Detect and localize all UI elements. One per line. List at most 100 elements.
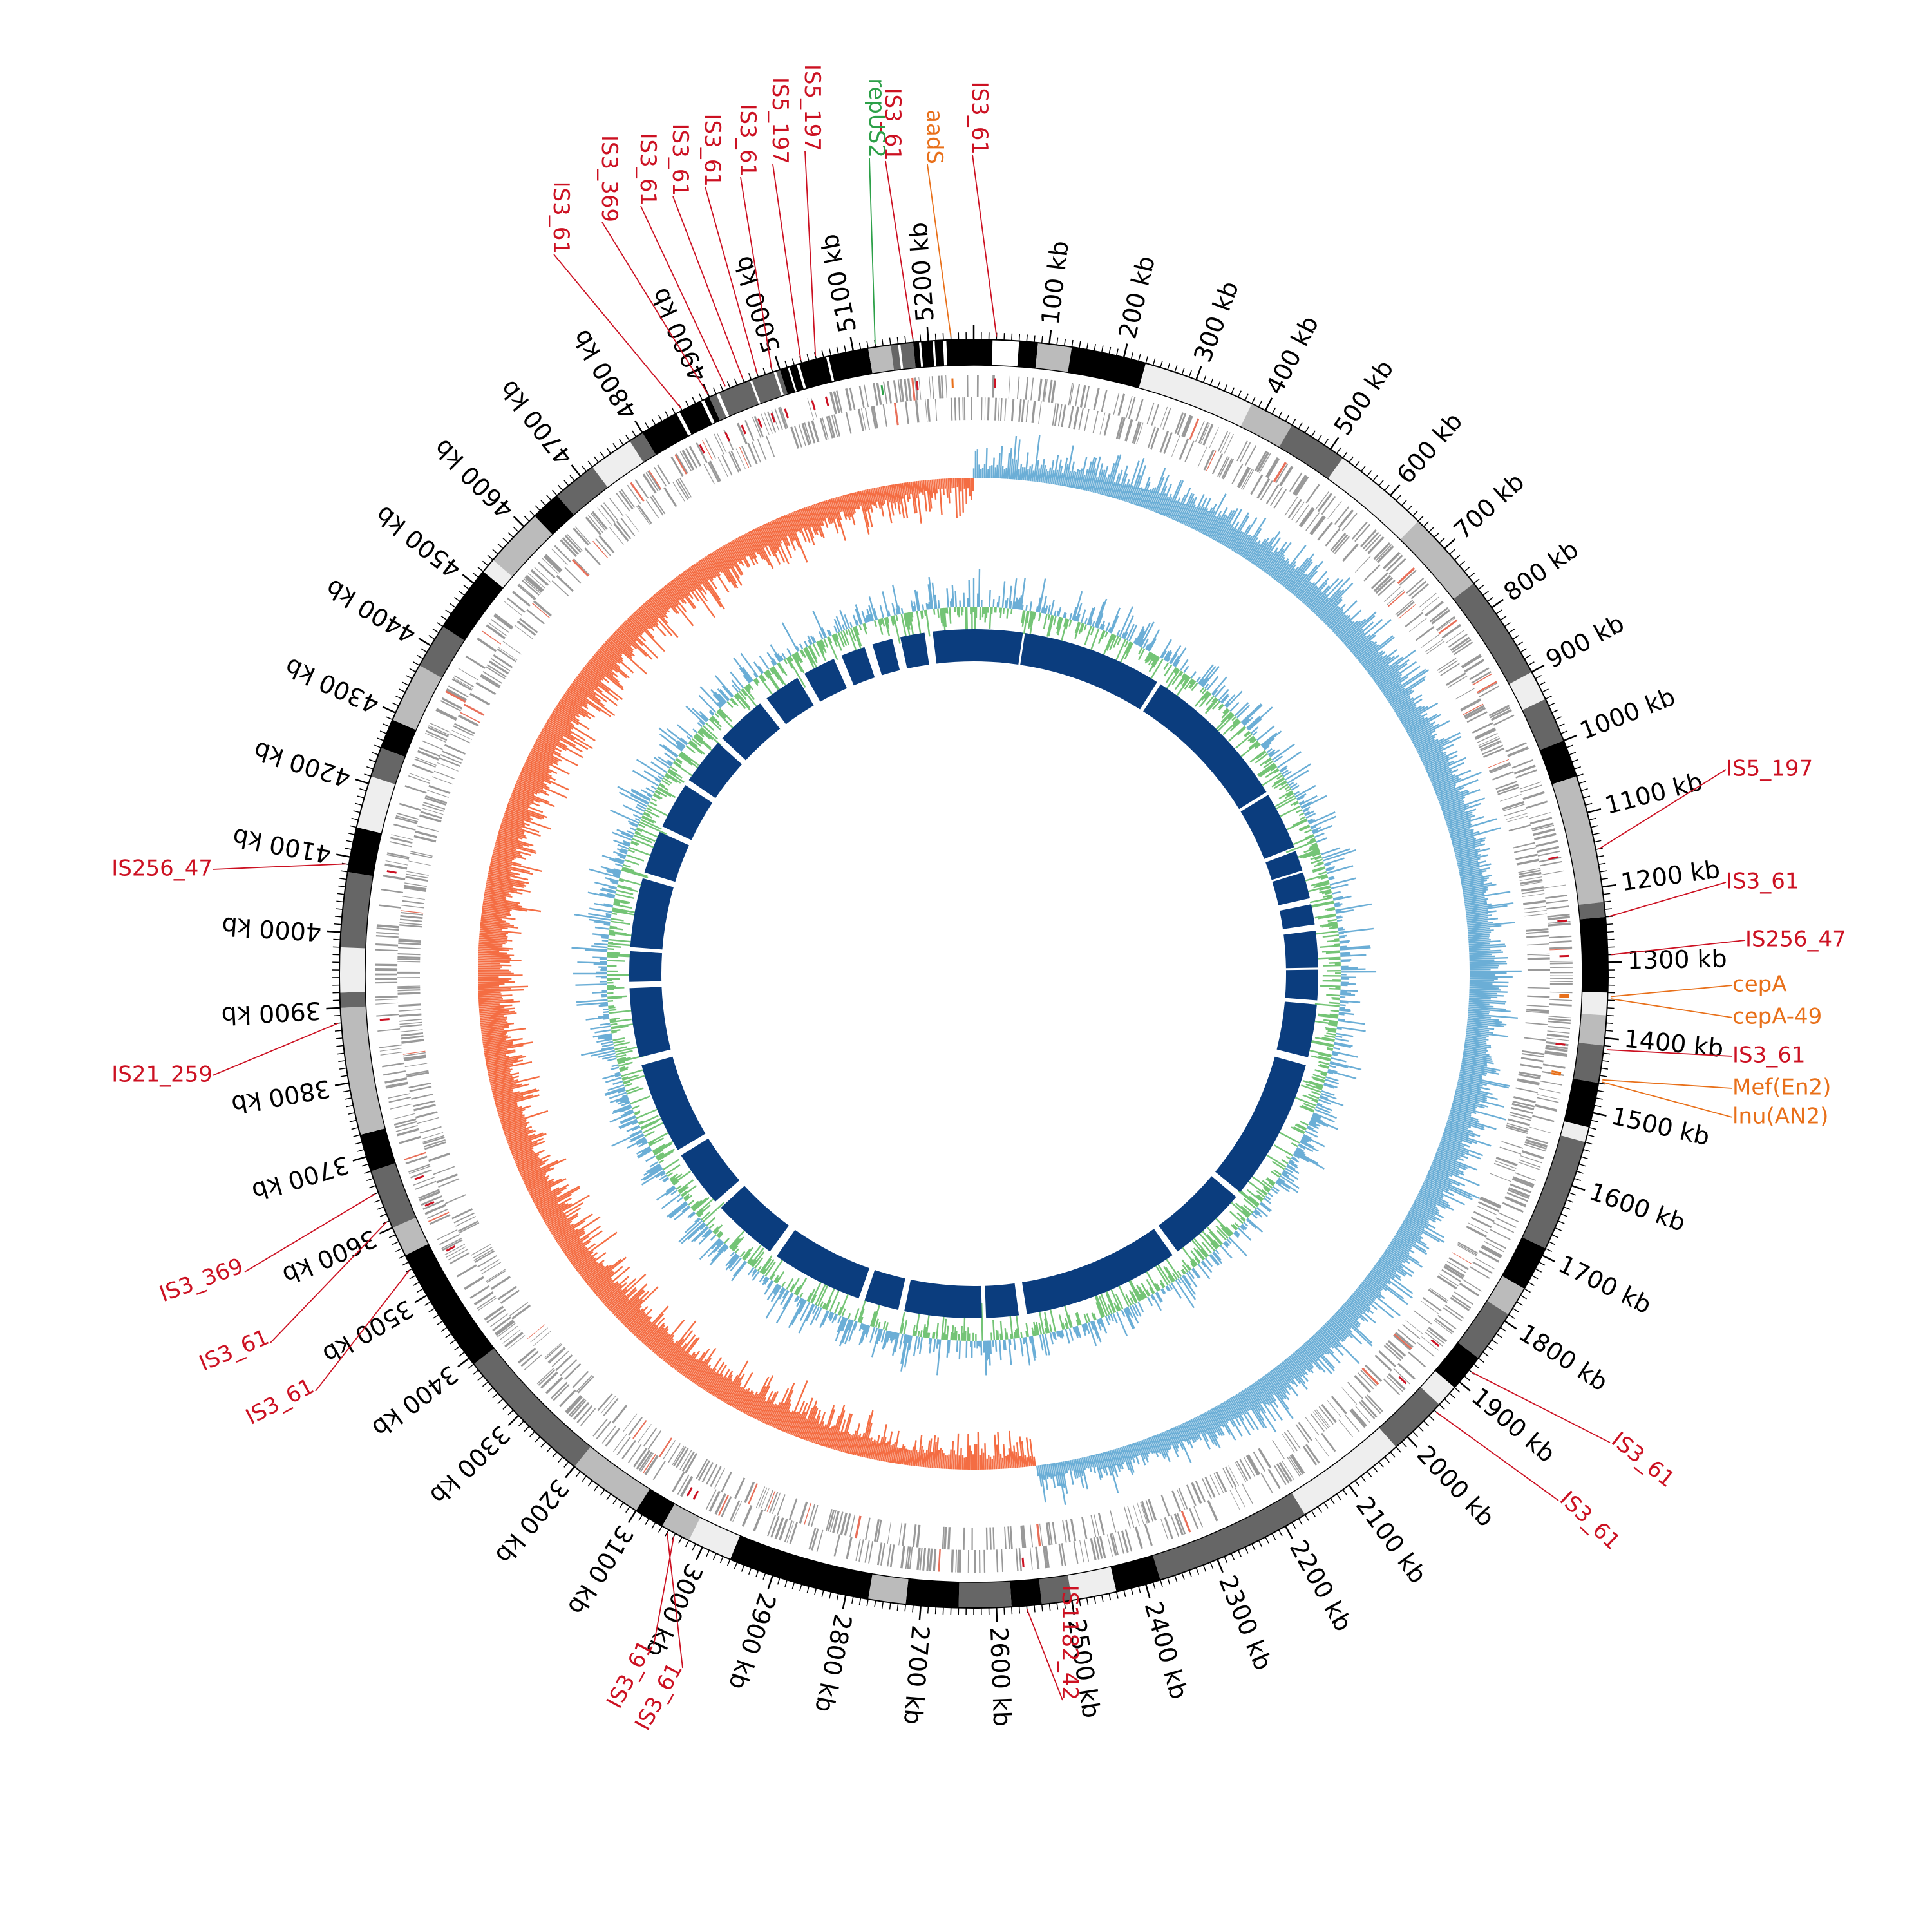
gc-content-bar [1009, 601, 1012, 609]
cds-feature [1341, 513, 1358, 531]
gc-skew-bar [1069, 1460, 1074, 1471]
gc-skew-bar [1462, 1057, 1494, 1065]
gc-content-bar [1260, 732, 1278, 746]
minor-tick [1195, 1567, 1200, 1575]
gc-skew-bar [1450, 1111, 1479, 1121]
gc-skew-bar [1166, 1430, 1179, 1457]
cds-feature [450, 733, 471, 744]
gc-skew-bar [639, 607, 667, 637]
gc-content-bar [795, 1284, 802, 1296]
gc-skew-bar [1089, 468, 1097, 492]
gc-skew-bar [958, 478, 961, 516]
gc-skew-bar [1005, 468, 1007, 479]
cds-feature [397, 952, 421, 956]
minor-tick [428, 1307, 435, 1312]
gc-skew-bar [1461, 879, 1488, 886]
gc-content-bar [1104, 1316, 1110, 1325]
cds-feature [1452, 639, 1472, 653]
gc-content-bar [610, 920, 630, 925]
minor-tick [1602, 1060, 1609, 1063]
cds-feature [1496, 783, 1519, 793]
contig-segment [1435, 1342, 1479, 1388]
gc-skew-bar [947, 1454, 950, 1470]
gc-content-bar [857, 1297, 867, 1323]
gc-skew-bar [609, 1294, 627, 1311]
gc-skew-bar [656, 591, 671, 609]
gc-content-bar [889, 1331, 892, 1338]
minor-tick [719, 384, 724, 392]
gc-skew-bar [556, 704, 576, 717]
gc-content-track [571, 569, 1377, 1376]
gc-content-bar [649, 1137, 665, 1146]
gc-skew-bar [1450, 1107, 1472, 1115]
gc-skew-bar [504, 1124, 527, 1133]
cds-feature [741, 1505, 753, 1527]
cds-feature [636, 506, 650, 525]
gc-skew-bar [1452, 836, 1475, 844]
gc-skew-bar [1126, 485, 1134, 503]
gc-content-bar [860, 1323, 864, 1329]
gc-skew-bar [1138, 477, 1151, 507]
minor-tick [437, 622, 444, 627]
cds-feature [1457, 1243, 1477, 1255]
gc-content-bar [690, 1200, 699, 1209]
cds-feature [778, 1519, 788, 1541]
tick-label: 2800 kb [810, 1611, 857, 1715]
gc-skew-bar [757, 1390, 773, 1421]
gc-skew-bar [1059, 473, 1064, 486]
cds-feature [1539, 857, 1562, 863]
gc-skew-bar [1082, 469, 1089, 491]
gc-skew-bar [593, 654, 614, 671]
gc-content-bar [1340, 983, 1356, 985]
gc-skew-bar [1178, 493, 1193, 523]
gc-content-bar [1243, 1198, 1256, 1209]
cds-feature [386, 853, 410, 860]
major-tick [352, 1155, 367, 1162]
gc-skew-bar [585, 663, 610, 683]
contig-segment [1457, 1300, 1509, 1358]
cds-feature [385, 1081, 408, 1087]
cds-feature [1147, 426, 1156, 449]
gc-skew-bar [1111, 1450, 1117, 1466]
gc-skew-bar [1312, 1334, 1341, 1364]
gc-skew-bar [1090, 1455, 1097, 1473]
minor-tick [337, 1052, 345, 1055]
gc-content-bar [1117, 637, 1122, 645]
cds-feature [1069, 383, 1074, 406]
contig-segment [1039, 1575, 1072, 1605]
cds-feature [379, 1048, 402, 1052]
minor-tick [1600, 1075, 1607, 1077]
cds-feature [1502, 804, 1525, 811]
minor-tick [1473, 578, 1480, 584]
gc-content-bar [1269, 752, 1274, 757]
cds-feature [1537, 846, 1560, 853]
gc-content-bar [1263, 1188, 1270, 1193]
gc-skew-bar [1329, 614, 1347, 630]
gc-content-bar [606, 870, 621, 876]
gc-skew-bar [1409, 1209, 1430, 1222]
cds-feature [1112, 1533, 1119, 1555]
gc-skew-bar [498, 1106, 522, 1115]
cds-feature [404, 882, 427, 887]
cds-feature [1073, 1541, 1079, 1564]
contig-segment [1291, 1428, 1396, 1515]
gc-content-bar [1229, 1211, 1244, 1224]
cds-feature [701, 1462, 714, 1483]
cds-feature [448, 685, 469, 697]
cds-feature [411, 1094, 433, 1100]
gc-skew-bar [813, 1412, 826, 1444]
gc-skew-bar [630, 1309, 652, 1332]
gc-skew-bar [1291, 573, 1308, 594]
gc-skew-bar [1148, 468, 1166, 511]
cds-feature [1084, 408, 1090, 431]
cds-feature [822, 417, 829, 440]
gc-skew-bar [1430, 1164, 1480, 1186]
gc-content-bar [1088, 607, 1096, 626]
cds-track [375, 375, 1573, 1573]
gc-content-bar [1151, 1294, 1162, 1311]
gc-skew-bar [1429, 1168, 1450, 1178]
gc-skew-bar [1465, 902, 1514, 911]
minor-tick [399, 688, 406, 693]
gc-skew-bar [1043, 1464, 1048, 1490]
gc-content-bar [1021, 610, 1026, 627]
